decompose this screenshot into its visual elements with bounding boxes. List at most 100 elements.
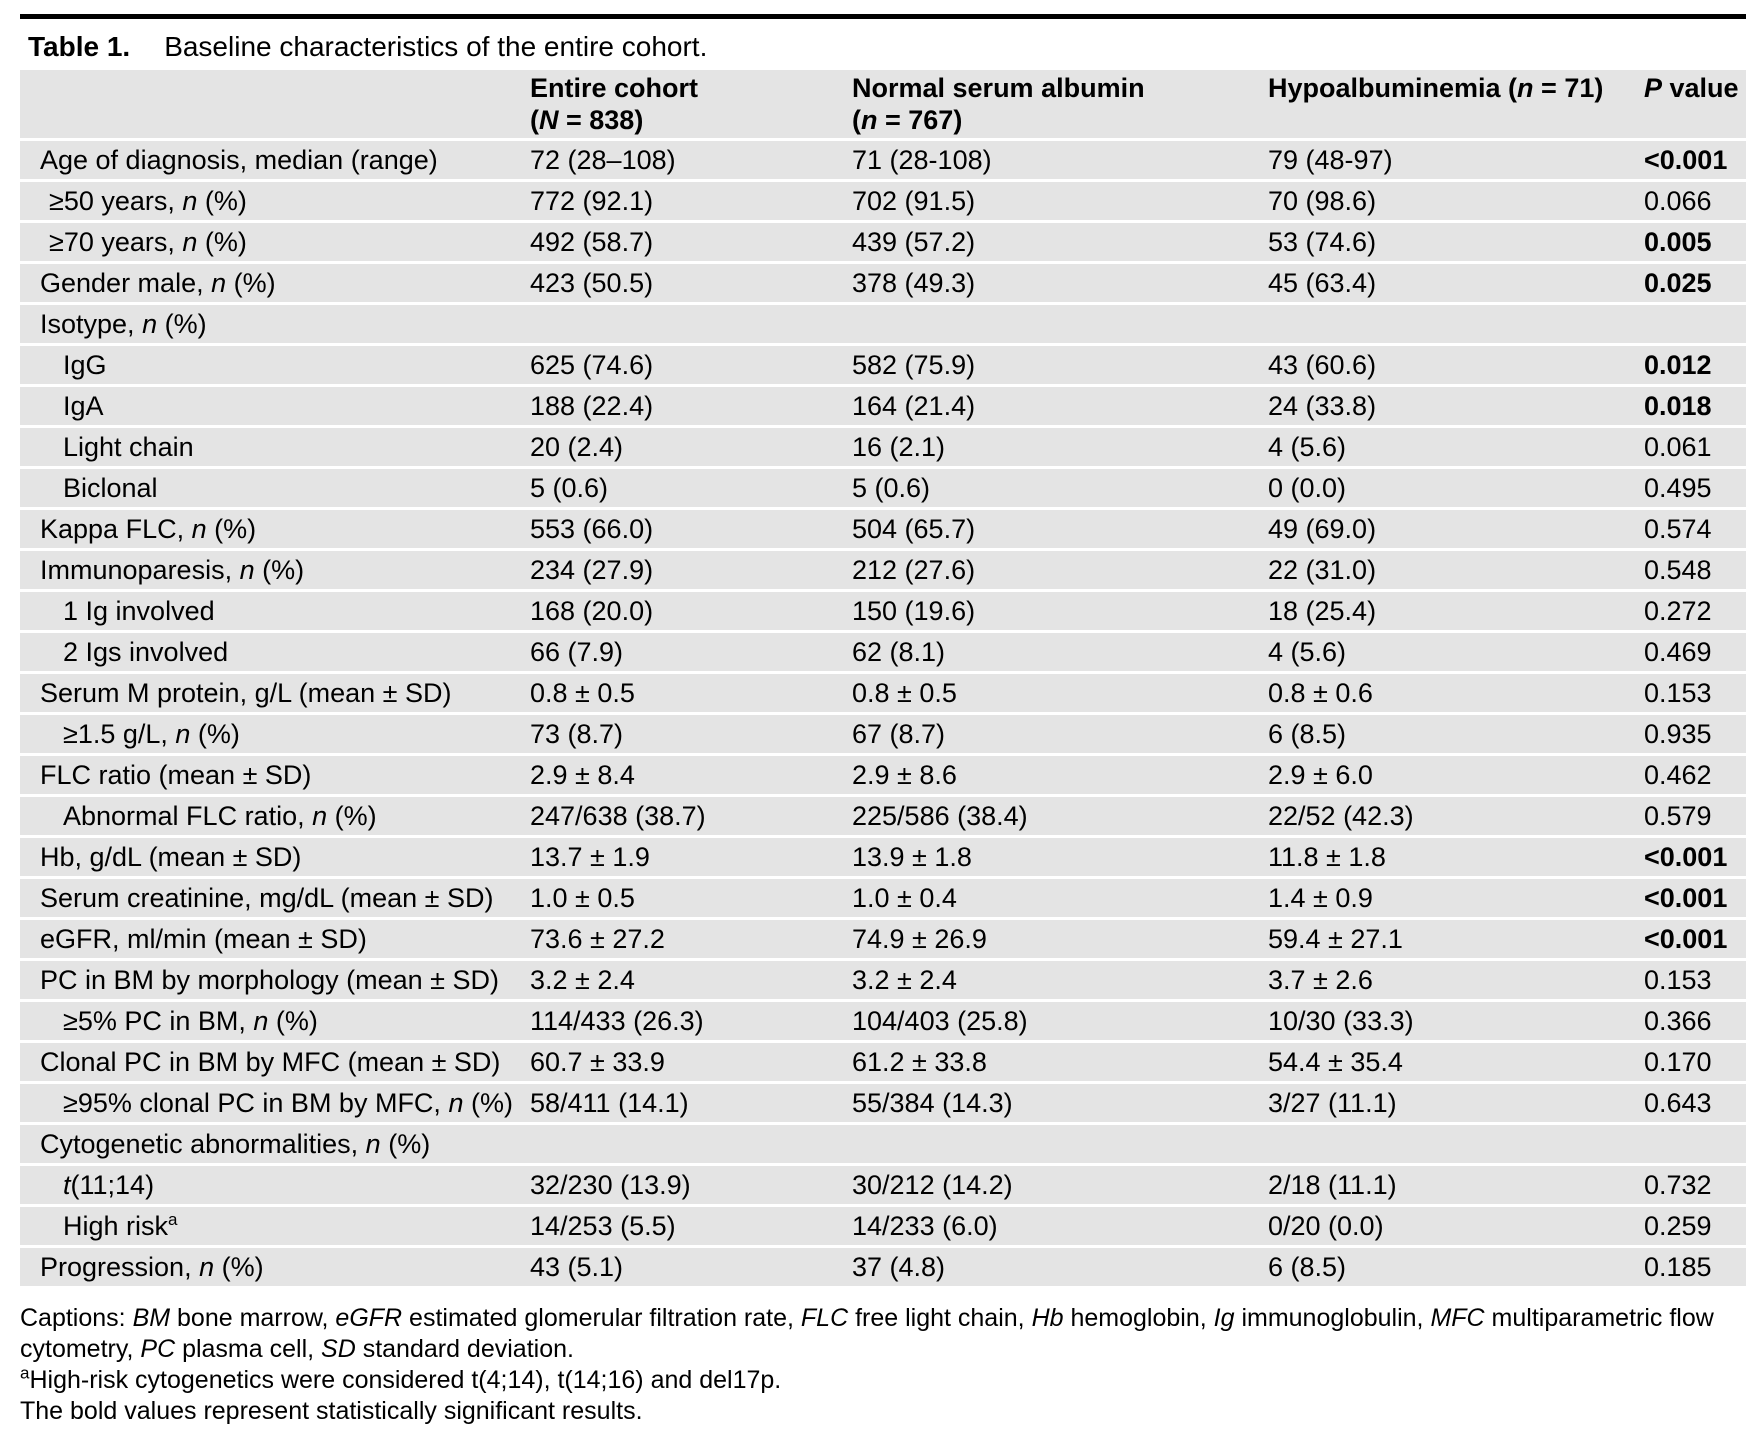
header-line: Entire cohort [530, 72, 852, 104]
text-segment: Abnormal FLC ratio, [63, 801, 313, 831]
value-cell: 79 (48-97) [1268, 141, 1644, 179]
text-segment: P [1644, 73, 1663, 103]
text-segment: = 767) [877, 105, 963, 135]
value-cell: 54.4 ± 35.4 [1268, 1043, 1644, 1081]
text-segment: ( [530, 105, 539, 135]
value-cell: 423 (50.5) [530, 264, 852, 302]
p-value-cell: 0.579 [1644, 797, 1746, 835]
text-segment: n [312, 801, 328, 831]
value-cell: 13.7 ± 1.9 [530, 838, 852, 876]
value-cell: 71 (28-108) [852, 141, 1268, 179]
value-cell: 43 (60.6) [1268, 346, 1644, 384]
row-label: Cytogenetic abnormalities, n (%) [20, 1125, 530, 1163]
table-row: Cytogenetic abnormalities, n (%) [20, 1125, 1746, 1163]
value-cell: 49 (69.0) [1268, 510, 1644, 548]
text-segment: (%) [206, 514, 257, 544]
value-cell: 14/233 (6.0) [852, 1207, 1268, 1245]
text-segment: (%) [197, 227, 247, 257]
text-segment: n [182, 227, 198, 257]
text-segment: Kappa FLC, [40, 514, 192, 544]
row-label: ≥70 years, n (%) [20, 223, 530, 261]
text-segment: eGFR, ml/min (mean ± SD) [40, 924, 367, 954]
value-cell: 4 (5.6) [1268, 428, 1644, 466]
text-segment: n [861, 105, 878, 135]
table-row: ≥5% PC in BM, n (%) 114/433 (26.3) 104/403… [20, 1002, 1746, 1040]
value-cell: 164 (21.4) [852, 387, 1268, 425]
header-line: (n = 767) [852, 104, 1268, 136]
text-segment: plasma cell, [175, 1335, 322, 1363]
value-cell: 1.4 ± 0.9 [1268, 879, 1644, 917]
value-cell: 247/638 (38.7) [530, 797, 852, 835]
text-segment: IgG [63, 350, 107, 380]
row-label: 2 Igs involved [20, 633, 530, 671]
p-value-cell: <0.001 [1644, 879, 1746, 917]
text-segment: FLC [800, 1304, 849, 1332]
text-segment: (%) [214, 1252, 264, 1282]
footnotes: Captions: BM bone marrow, eGFR estimated… [20, 1303, 1746, 1427]
table-row: Progression, n (%) 43 (5.1) 37 (4.8) 6 (8.5… [20, 1248, 1746, 1286]
value-cell: 168 (20.0) [530, 592, 852, 630]
text-segment: Clonal PC in BM by MFC (mean ± SD) [40, 1047, 501, 1077]
p-value-cell: <0.001 [1644, 141, 1746, 179]
value-cell: 24 (33.8) [1268, 387, 1644, 425]
table-body: Age of diagnosis, median (range) 72 (28–1… [20, 141, 1746, 1286]
row-label: Serum creatinine, mg/dL (mean ± SD) [20, 879, 530, 917]
value-cell: 73.6 ± 27.2 [530, 920, 852, 958]
text-segment: 2 Igs involved [63, 637, 229, 667]
text-segment: (%) [327, 801, 377, 831]
text-segment: ≥5% PC in BM, [63, 1006, 254, 1036]
p-value-cell: 0.462 [1644, 756, 1746, 794]
p-value-cell: 0.153 [1644, 961, 1746, 999]
text-segment: n [239, 555, 255, 585]
text-segment: standard deviation. [355, 1335, 574, 1363]
table-row: PC in BM by morphology (mean ± SD) 3.2 ± … [20, 961, 1746, 999]
value-cell: 6 (8.5) [1268, 715, 1644, 753]
text-segment: (%) [254, 555, 305, 585]
value-cell: 188 (22.4) [530, 387, 852, 425]
text-segment: n [199, 1252, 215, 1282]
text-segment: High-risk cytogenetics were considered t… [29, 1366, 782, 1394]
header-line: Hypoalbuminemia (n = 71) [1268, 72, 1644, 104]
row-label: 1 Ig involved [20, 592, 530, 630]
column-header-p-value: P value [1644, 70, 1746, 138]
column-header-hypoalbuminemia: Hypoalbuminemia (n = 71) [1268, 70, 1644, 138]
value-cell: 582 (75.9) [852, 346, 1268, 384]
value-cell: 3/27 (11.1) [1268, 1084, 1644, 1122]
value-cell: 45 (63.4) [1268, 264, 1644, 302]
value-cell: 37 (4.8) [852, 1248, 1268, 1286]
text-segment: Normal serum albumin [852, 73, 1145, 103]
header-row: Entire cohort (N = 838) Normal serum alb… [20, 70, 1746, 138]
text-segment: PC [140, 1335, 176, 1363]
text-segment: (%) [463, 1088, 513, 1118]
row-label: Age of diagnosis, median (range) [20, 141, 530, 179]
footnote-captions: Captions: BM bone marrow, eGFR estimated… [20, 1303, 1746, 1365]
value-cell: 492 (58.7) [530, 223, 852, 261]
text-segment: Isotype, [40, 309, 143, 339]
text-segment: ≥50 years, [49, 186, 183, 216]
text-segment: hemoglobin, [1063, 1304, 1214, 1332]
value-cell: 11.8 ± 1.8 [1268, 838, 1644, 876]
value-cell [852, 305, 1268, 343]
text-segment: n [182, 186, 198, 216]
text-segment: a [20, 1363, 30, 1383]
p-value-cell: 0.061 [1644, 428, 1746, 466]
text-segment: IgA [63, 391, 104, 421]
value-cell: 234 (27.9) [530, 551, 852, 589]
table-row: Serum M protein, g/L (mean ± SD) 0.8 ± 0.… [20, 674, 1746, 712]
row-label: Serum M protein, g/L (mean ± SD) [20, 674, 530, 712]
text-segment: Entire cohort [530, 73, 699, 103]
text-segment: n [211, 268, 227, 298]
top-rule [20, 14, 1746, 19]
text-segment: Gender male, [40, 268, 212, 298]
row-label: Progression, n (%) [20, 1248, 530, 1286]
text-segment: N [539, 105, 559, 135]
value-cell: 59.4 ± 27.1 [1268, 920, 1644, 958]
p-value-cell: 0.005 [1644, 223, 1746, 261]
row-label: Clonal PC in BM by MFC (mean ± SD) [20, 1043, 530, 1081]
row-label: Gender male, n (%) [20, 264, 530, 302]
column-header-empty [20, 70, 530, 138]
value-cell: 0/20 (0.0) [1268, 1207, 1644, 1245]
p-value-cell: 0.018 [1644, 387, 1746, 425]
value-cell: 13.9 ± 1.8 [852, 838, 1268, 876]
row-label: ≥50 years, n (%) [20, 182, 530, 220]
